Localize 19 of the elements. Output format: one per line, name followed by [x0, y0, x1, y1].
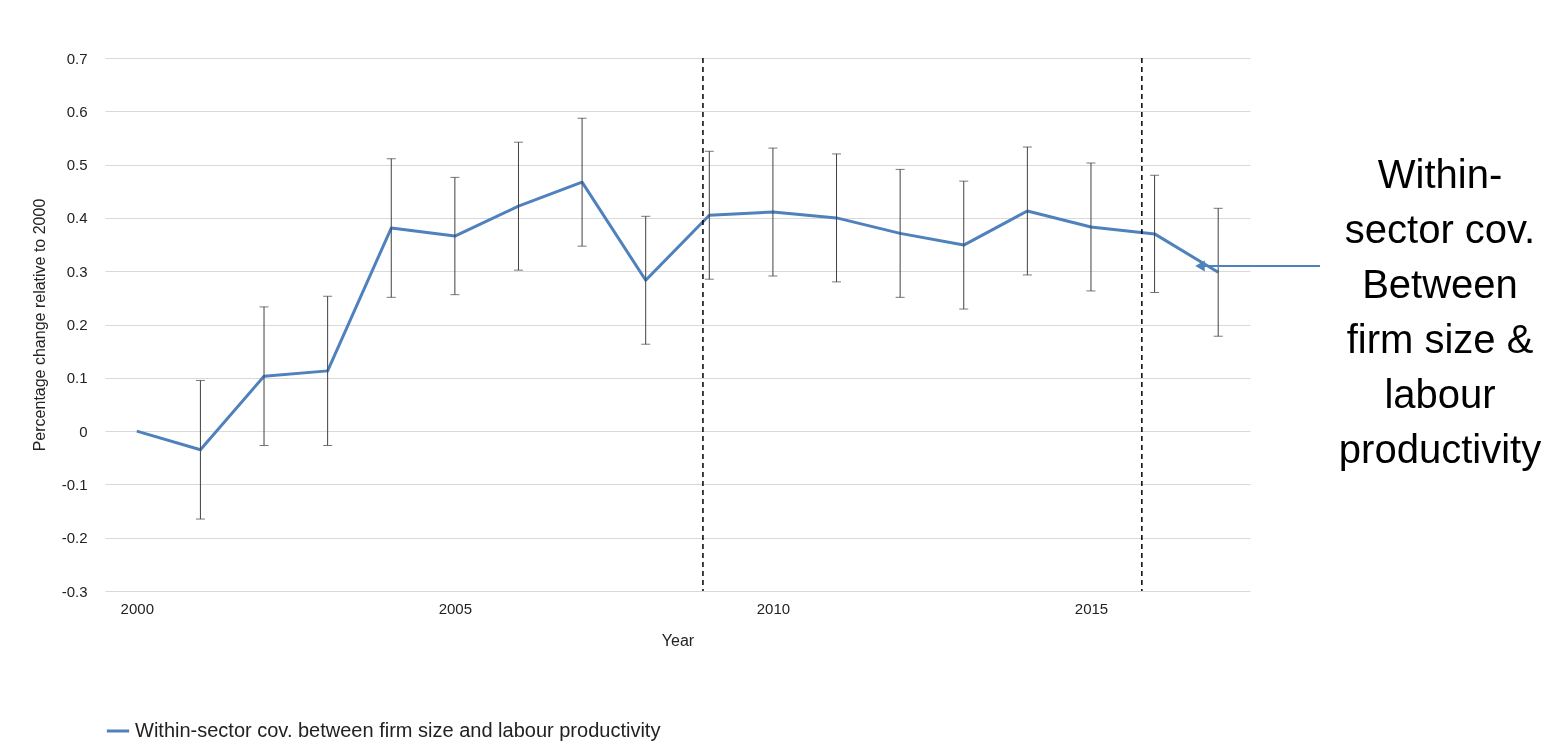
y-tick-label: 0.5	[66, 156, 88, 174]
y-tick-label: 0.3	[66, 262, 88, 280]
y-tick-label: -0.3	[61, 582, 88, 600]
x-tick-label: 2015	[1074, 599, 1109, 617]
y-tick-label: 0.1	[66, 369, 88, 387]
y-tick-label: 0.6	[66, 102, 88, 120]
x-tick-label: 2010	[756, 599, 791, 617]
y-tick-label: -0.2	[61, 529, 88, 547]
y-axis-title: Percentage change relative to 2000	[30, 198, 48, 452]
x-axis-title: Year	[661, 631, 695, 649]
y-tick-label: -0.1	[61, 475, 88, 493]
x-tick-label: 2005	[438, 599, 473, 617]
y-tick-label: 0	[79, 422, 88, 440]
x-tick-label: 2000	[120, 599, 154, 617]
y-tick-label: 0.4	[66, 209, 88, 227]
legend-label: Within-sector cov. between firm size and labour productivity	[135, 719, 661, 741]
y-tick-label: 0.7	[66, 49, 88, 67]
text: Within- sector cov. Between firm size & labour productivity	[1338, 152, 1542, 471]
y-tick-label: 0.2	[66, 316, 88, 333]
